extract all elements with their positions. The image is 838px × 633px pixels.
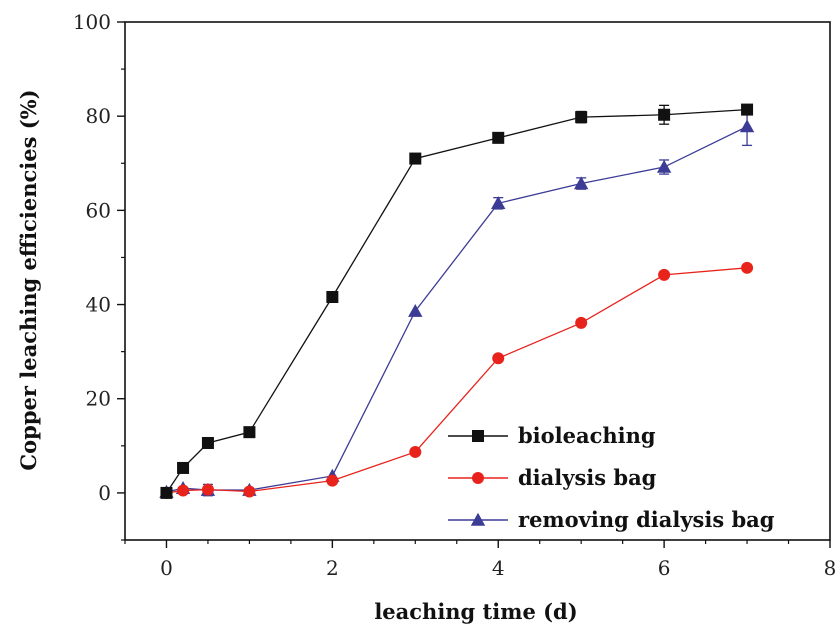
y-tick-label: 100 bbox=[73, 10, 111, 34]
series-dialysis-bag bbox=[160, 261, 754, 499]
data-point bbox=[326, 474, 339, 487]
series-line bbox=[166, 267, 748, 494]
data-point bbox=[492, 352, 505, 365]
data-point bbox=[575, 111, 588, 124]
legend-label: dialysis bag bbox=[518, 465, 657, 490]
series-layer bbox=[159, 103, 755, 499]
legend-marker bbox=[470, 512, 486, 526]
data-point bbox=[326, 291, 339, 304]
data-point bbox=[741, 261, 754, 274]
data-point bbox=[201, 483, 214, 496]
legend: bioleaching dialysis bag removing dialysis… bbox=[448, 423, 775, 532]
series-bioleaching bbox=[160, 103, 754, 499]
x-tick-label: 2 bbox=[326, 556, 339, 580]
x-tick-label: 8 bbox=[824, 556, 837, 580]
y-axis-title: Copper leaching efficiencies (%) bbox=[16, 89, 41, 470]
data-point bbox=[656, 159, 672, 173]
data-point bbox=[658, 268, 671, 281]
series-line bbox=[165, 108, 748, 494]
legend-label: bioleaching bbox=[518, 423, 656, 448]
y-tick-label: 40 bbox=[86, 293, 111, 317]
x-tick-label: 6 bbox=[658, 556, 671, 580]
y-tick-label: 20 bbox=[86, 387, 111, 411]
legend-item: bioleaching bbox=[448, 423, 656, 448]
series-line bbox=[166, 125, 748, 493]
data-point bbox=[492, 131, 505, 144]
data-point bbox=[243, 426, 256, 439]
data-point bbox=[408, 303, 423, 317]
data-point bbox=[491, 196, 506, 210]
y-tick-label: 0 bbox=[98, 481, 111, 505]
data-point bbox=[739, 119, 755, 133]
data-point bbox=[409, 445, 422, 458]
data-point bbox=[177, 484, 190, 497]
series-removing-dialysis-bag bbox=[159, 107, 755, 498]
y-tick-label: 80 bbox=[86, 104, 111, 128]
data-point bbox=[160, 486, 173, 499]
data-point bbox=[177, 461, 190, 474]
legend-label: removing dialysis bag bbox=[518, 507, 775, 532]
y-tick-label: 60 bbox=[86, 198, 111, 222]
data-point bbox=[201, 436, 214, 449]
plot-frame bbox=[124, 21, 831, 541]
x-tick-label: 0 bbox=[160, 556, 173, 580]
legend-item: dialysis bag bbox=[448, 465, 657, 490]
legend-item: removing dialysis bag bbox=[448, 507, 775, 532]
x-axis-title: leaching time (d) bbox=[374, 599, 577, 624]
data-point bbox=[243, 485, 256, 498]
x-tick-label: 4 bbox=[492, 556, 505, 580]
data-point bbox=[658, 108, 671, 121]
legend-marker bbox=[472, 430, 484, 442]
legend-marker bbox=[472, 472, 484, 484]
data-point bbox=[741, 103, 754, 116]
data-point bbox=[575, 316, 588, 329]
data-point bbox=[409, 152, 422, 165]
data-point bbox=[573, 176, 589, 190]
plot-area bbox=[124, 21, 831, 541]
